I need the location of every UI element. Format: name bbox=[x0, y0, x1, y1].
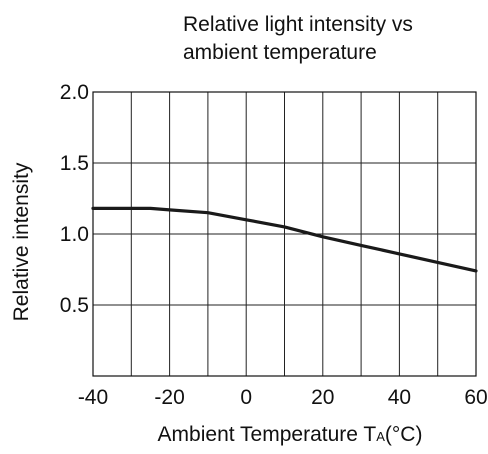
y-tick-label-0: 0.5 bbox=[60, 294, 89, 317]
y-axis-label: Relative intensity bbox=[10, 162, 33, 321]
y-tick-label-1: 1.0 bbox=[60, 223, 89, 246]
series-layer bbox=[91, 206, 478, 273]
x-tick-label-3: 20 bbox=[311, 386, 334, 409]
y-tick-labels: 0.5 1.0 1.5 2.0 bbox=[60, 81, 89, 317]
plot-frame bbox=[92, 91, 477, 377]
x-axis-label-unit: (°C) bbox=[385, 423, 423, 446]
x-tick-label-0: -40 bbox=[78, 386, 108, 409]
series-line-0 bbox=[91, 206, 478, 273]
y-tick-label-2: 1.5 bbox=[60, 152, 89, 175]
x-axis-label-subscript: A bbox=[376, 429, 385, 444]
x-tick-label-2: 0 bbox=[240, 386, 252, 409]
x-tick-label-4: 40 bbox=[388, 386, 411, 409]
x-axis-label: Ambient Temperature TA(°C) bbox=[158, 423, 423, 446]
y-tick-label-3: 2.0 bbox=[60, 81, 89, 104]
x-tick-label-5: 60 bbox=[464, 386, 487, 409]
grid bbox=[92, 91, 477, 377]
chart-title-line-1: Relative light intensity vs bbox=[183, 13, 413, 36]
x-tick-label-1: -20 bbox=[154, 386, 184, 409]
x-axis-label-main: Ambient Temperature T bbox=[158, 423, 377, 446]
x-tick-labels: -40 -20 0 20 40 60 bbox=[78, 386, 488, 409]
chart-title-line-2: ambient temperature bbox=[183, 41, 377, 64]
